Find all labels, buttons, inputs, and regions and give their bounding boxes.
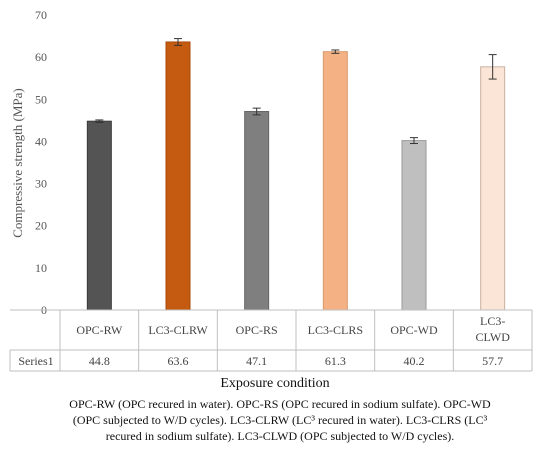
y-tick-label: 60 xyxy=(35,50,47,64)
x-tick-label: OPC-RW xyxy=(76,323,123,337)
bar xyxy=(86,120,112,311)
x-tick-label: LC3-CLRW xyxy=(148,323,208,337)
figure-caption: OPC-RW (OPC recured in water). OPC-RS (O… xyxy=(69,397,491,443)
y-tick-label: 10 xyxy=(35,261,47,275)
y-axis-label: Compressive strength (MPa) xyxy=(10,88,25,237)
series-label: Series1 xyxy=(18,354,53,368)
table-value: 63.6 xyxy=(168,354,189,368)
y-tick-label: 40 xyxy=(35,134,47,148)
table-value: 47.1 xyxy=(246,354,267,368)
bar xyxy=(165,41,191,311)
table-value: 61.3 xyxy=(325,354,346,368)
error-bars xyxy=(95,38,497,145)
y-tick-label: 20 xyxy=(35,219,47,233)
table-value: 44.8 xyxy=(89,354,110,368)
bar xyxy=(401,140,427,311)
table-value: 57.7 xyxy=(482,354,503,368)
y-tick-label: 30 xyxy=(35,177,47,191)
table-value: 40.2 xyxy=(404,354,425,368)
x-tick-label: OPC-RS xyxy=(236,323,278,337)
x-tick-label: OPC-WD xyxy=(390,323,438,337)
bar xyxy=(322,51,348,311)
x-tick-label: LC3-CLRS xyxy=(308,323,363,337)
x-tick-label: CLWD xyxy=(475,330,510,344)
y-tick-label: 50 xyxy=(35,92,47,106)
x-axis-label: Exposure condition xyxy=(220,376,330,391)
bar xyxy=(244,111,270,311)
data-table: Series1 OPC-RW 44.8 LC3-CLRW 63.6 OPC-RS 47.1 L… xyxy=(9,309,533,372)
x-tick-label: LC3- xyxy=(480,314,505,328)
bars xyxy=(86,41,506,311)
y-tick-label: 70 xyxy=(35,8,47,22)
bar xyxy=(480,66,506,311)
